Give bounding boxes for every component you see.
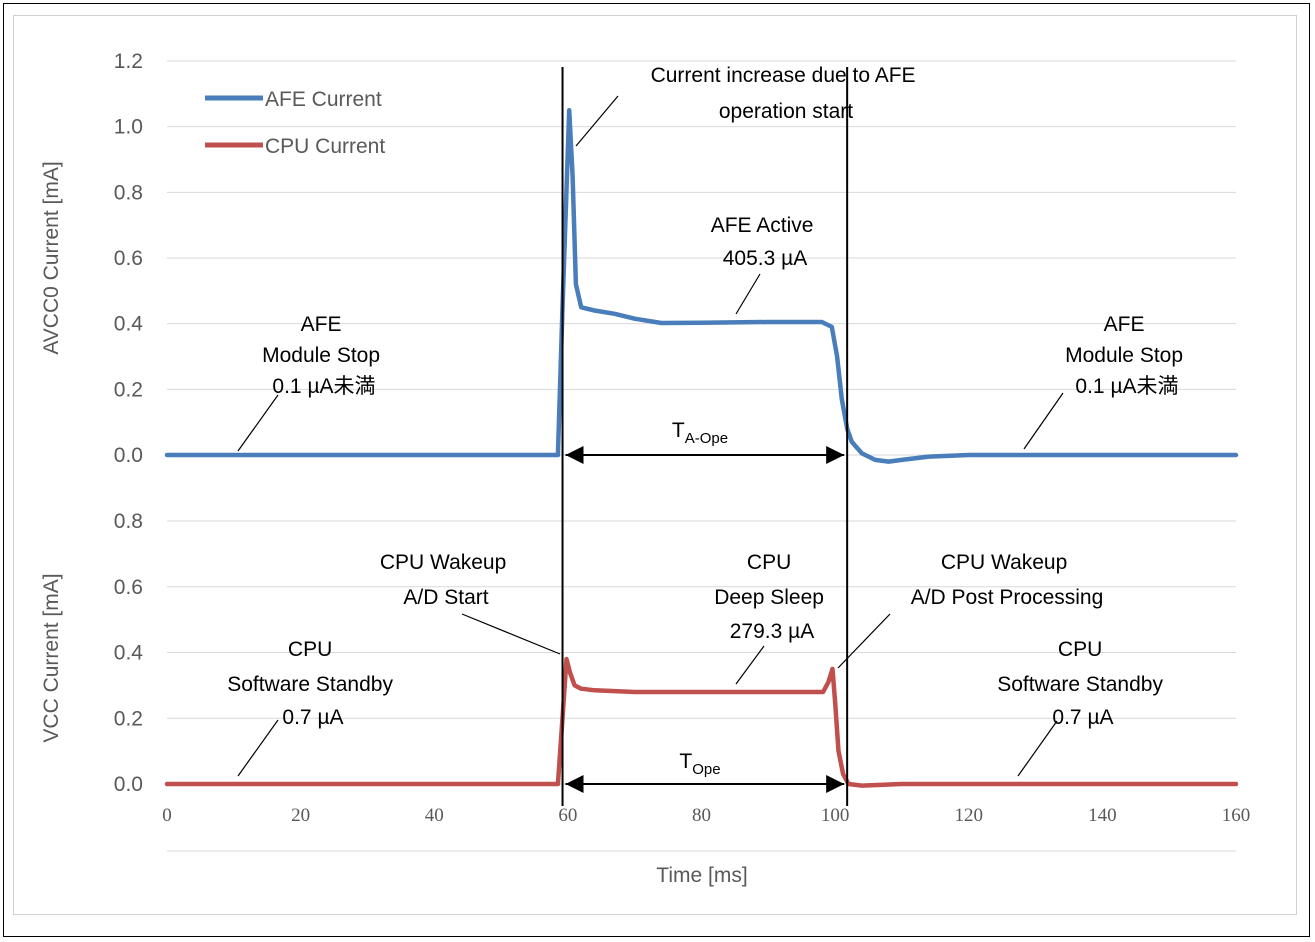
y-tick-label-top: 0.8 bbox=[114, 181, 143, 204]
svg-text:Current increase due to AFE: Current increase due to AFE operation st… bbox=[651, 64, 922, 123]
y-tick-label-top: 1.0 bbox=[114, 116, 143, 139]
x-tick-label: 40 bbox=[425, 805, 444, 826]
interval-ope: TOpe bbox=[679, 750, 720, 778]
x-tick-label: 140 bbox=[1088, 805, 1117, 826]
x-tick-label: 160 bbox=[1222, 805, 1251, 826]
y-tick-label-top: 0.0 bbox=[114, 444, 143, 467]
y-tick-label-bottom: 0.6 bbox=[114, 576, 143, 599]
annotation-afe-active: AFE Active 405.3 µA bbox=[711, 214, 820, 315]
x-tick-label: 60 bbox=[558, 805, 577, 826]
legend-label-afe: AFE Current bbox=[265, 88, 382, 111]
svg-text:AFE Module Stop: AFE Module Stop 0.1 µA未満 bbox=[1065, 313, 1189, 398]
svg-text:AFE Module Stop: AFE Module Stop 0.1 µA未満 bbox=[262, 313, 386, 398]
interval-a-ope: TA-Ope bbox=[672, 419, 728, 447]
y-tick-label-top: 0.4 bbox=[114, 313, 144, 336]
series-line-afe-current bbox=[164, 107, 1239, 464]
x-tick-label: 20 bbox=[291, 805, 310, 826]
annotation-afe-stop-left: AFE Module Stop 0.1 µA未満 bbox=[237, 313, 386, 452]
overlays bbox=[561, 67, 849, 806]
y-tick-label-bottom: 0.0 bbox=[114, 773, 143, 796]
svg-text:CPU Software Standby: CPU Software Standby 0.7 µA bbox=[227, 638, 399, 729]
legend-label-cpu: CPU Current bbox=[265, 135, 385, 158]
x-axis-title: Time [ms] bbox=[656, 864, 747, 887]
y-tick-label-bottom: 0.4 bbox=[114, 642, 144, 665]
interval-label-ope: TOpe bbox=[679, 750, 720, 778]
legend: AFE Current CPU Current bbox=[205, 88, 385, 158]
annotation-afe-spike: Current increase due to AFE operation st… bbox=[575, 64, 922, 147]
y-axis-title-bottom: VCC Current [mA] bbox=[40, 573, 63, 742]
annotation-cpu-standby-right: CPU Software Standby 0.7 µA bbox=[997, 638, 1169, 777]
svg-text:CPU Software Standby: CPU Software Standby 0.7 µA bbox=[997, 638, 1169, 729]
annotation-cpu-wake-start: CPU Wakeup A/D Start bbox=[380, 551, 561, 655]
svg-text:CPU Deep Sleep: CPU Deep Sleep 279.3 µA bbox=[714, 551, 830, 643]
chart-area-border bbox=[13, 15, 1297, 915]
x-tick-label: 120 bbox=[955, 805, 984, 826]
y-tick-label-bottom: 0.2 bbox=[114, 707, 143, 730]
svg-text:CPU Wakeup A/D Start: CPU Wakeup A/D Start bbox=[380, 551, 512, 609]
tick-labels: 0.0 0.2 0.4 0.6 0.8 1.0 1.2 0.0 0.2 0.4 0.6 0.8 0 20 4… bbox=[114, 50, 1250, 826]
annotation-cpu-standby-left: CPU Software Standby 0.7 µA bbox=[227, 638, 399, 777]
y-tick-label-top: 0.2 bbox=[114, 378, 143, 401]
y-tick-label-top: 1.2 bbox=[114, 50, 143, 73]
annotation-cpu-wake-post: CPU Wakeup A/D Post Processing bbox=[837, 551, 1104, 669]
annotation-afe-stop-right: AFE Module Stop 0.1 µA未満 bbox=[1023, 313, 1189, 450]
x-tick-label: 100 bbox=[821, 805, 850, 826]
annotation-cpu-deep-sleep: CPU Deep Sleep 279.3 µA bbox=[714, 551, 830, 685]
x-tick-label: 80 bbox=[692, 805, 711, 826]
y-tick-label-bottom: 0.8 bbox=[114, 510, 143, 533]
interval-label-a-ope: TA-Ope bbox=[672, 419, 728, 447]
svg-text:CPU Wakeup A/D Post Pr: CPU Wakeup A/D Post Processing bbox=[911, 551, 1104, 609]
x-tick-label: 0 bbox=[162, 805, 172, 826]
annotations: Current increase due to AFE operation st… bbox=[227, 64, 1189, 777]
svg-text:AFE Active 405.3 µA: AFE Active 405.3 µA bbox=[711, 214, 820, 270]
y-tick-label-top: 0.6 bbox=[114, 247, 143, 270]
y-axis-title-top: AVCC0 Current [mA] bbox=[40, 161, 63, 354]
figure-border bbox=[3, 3, 1310, 937]
